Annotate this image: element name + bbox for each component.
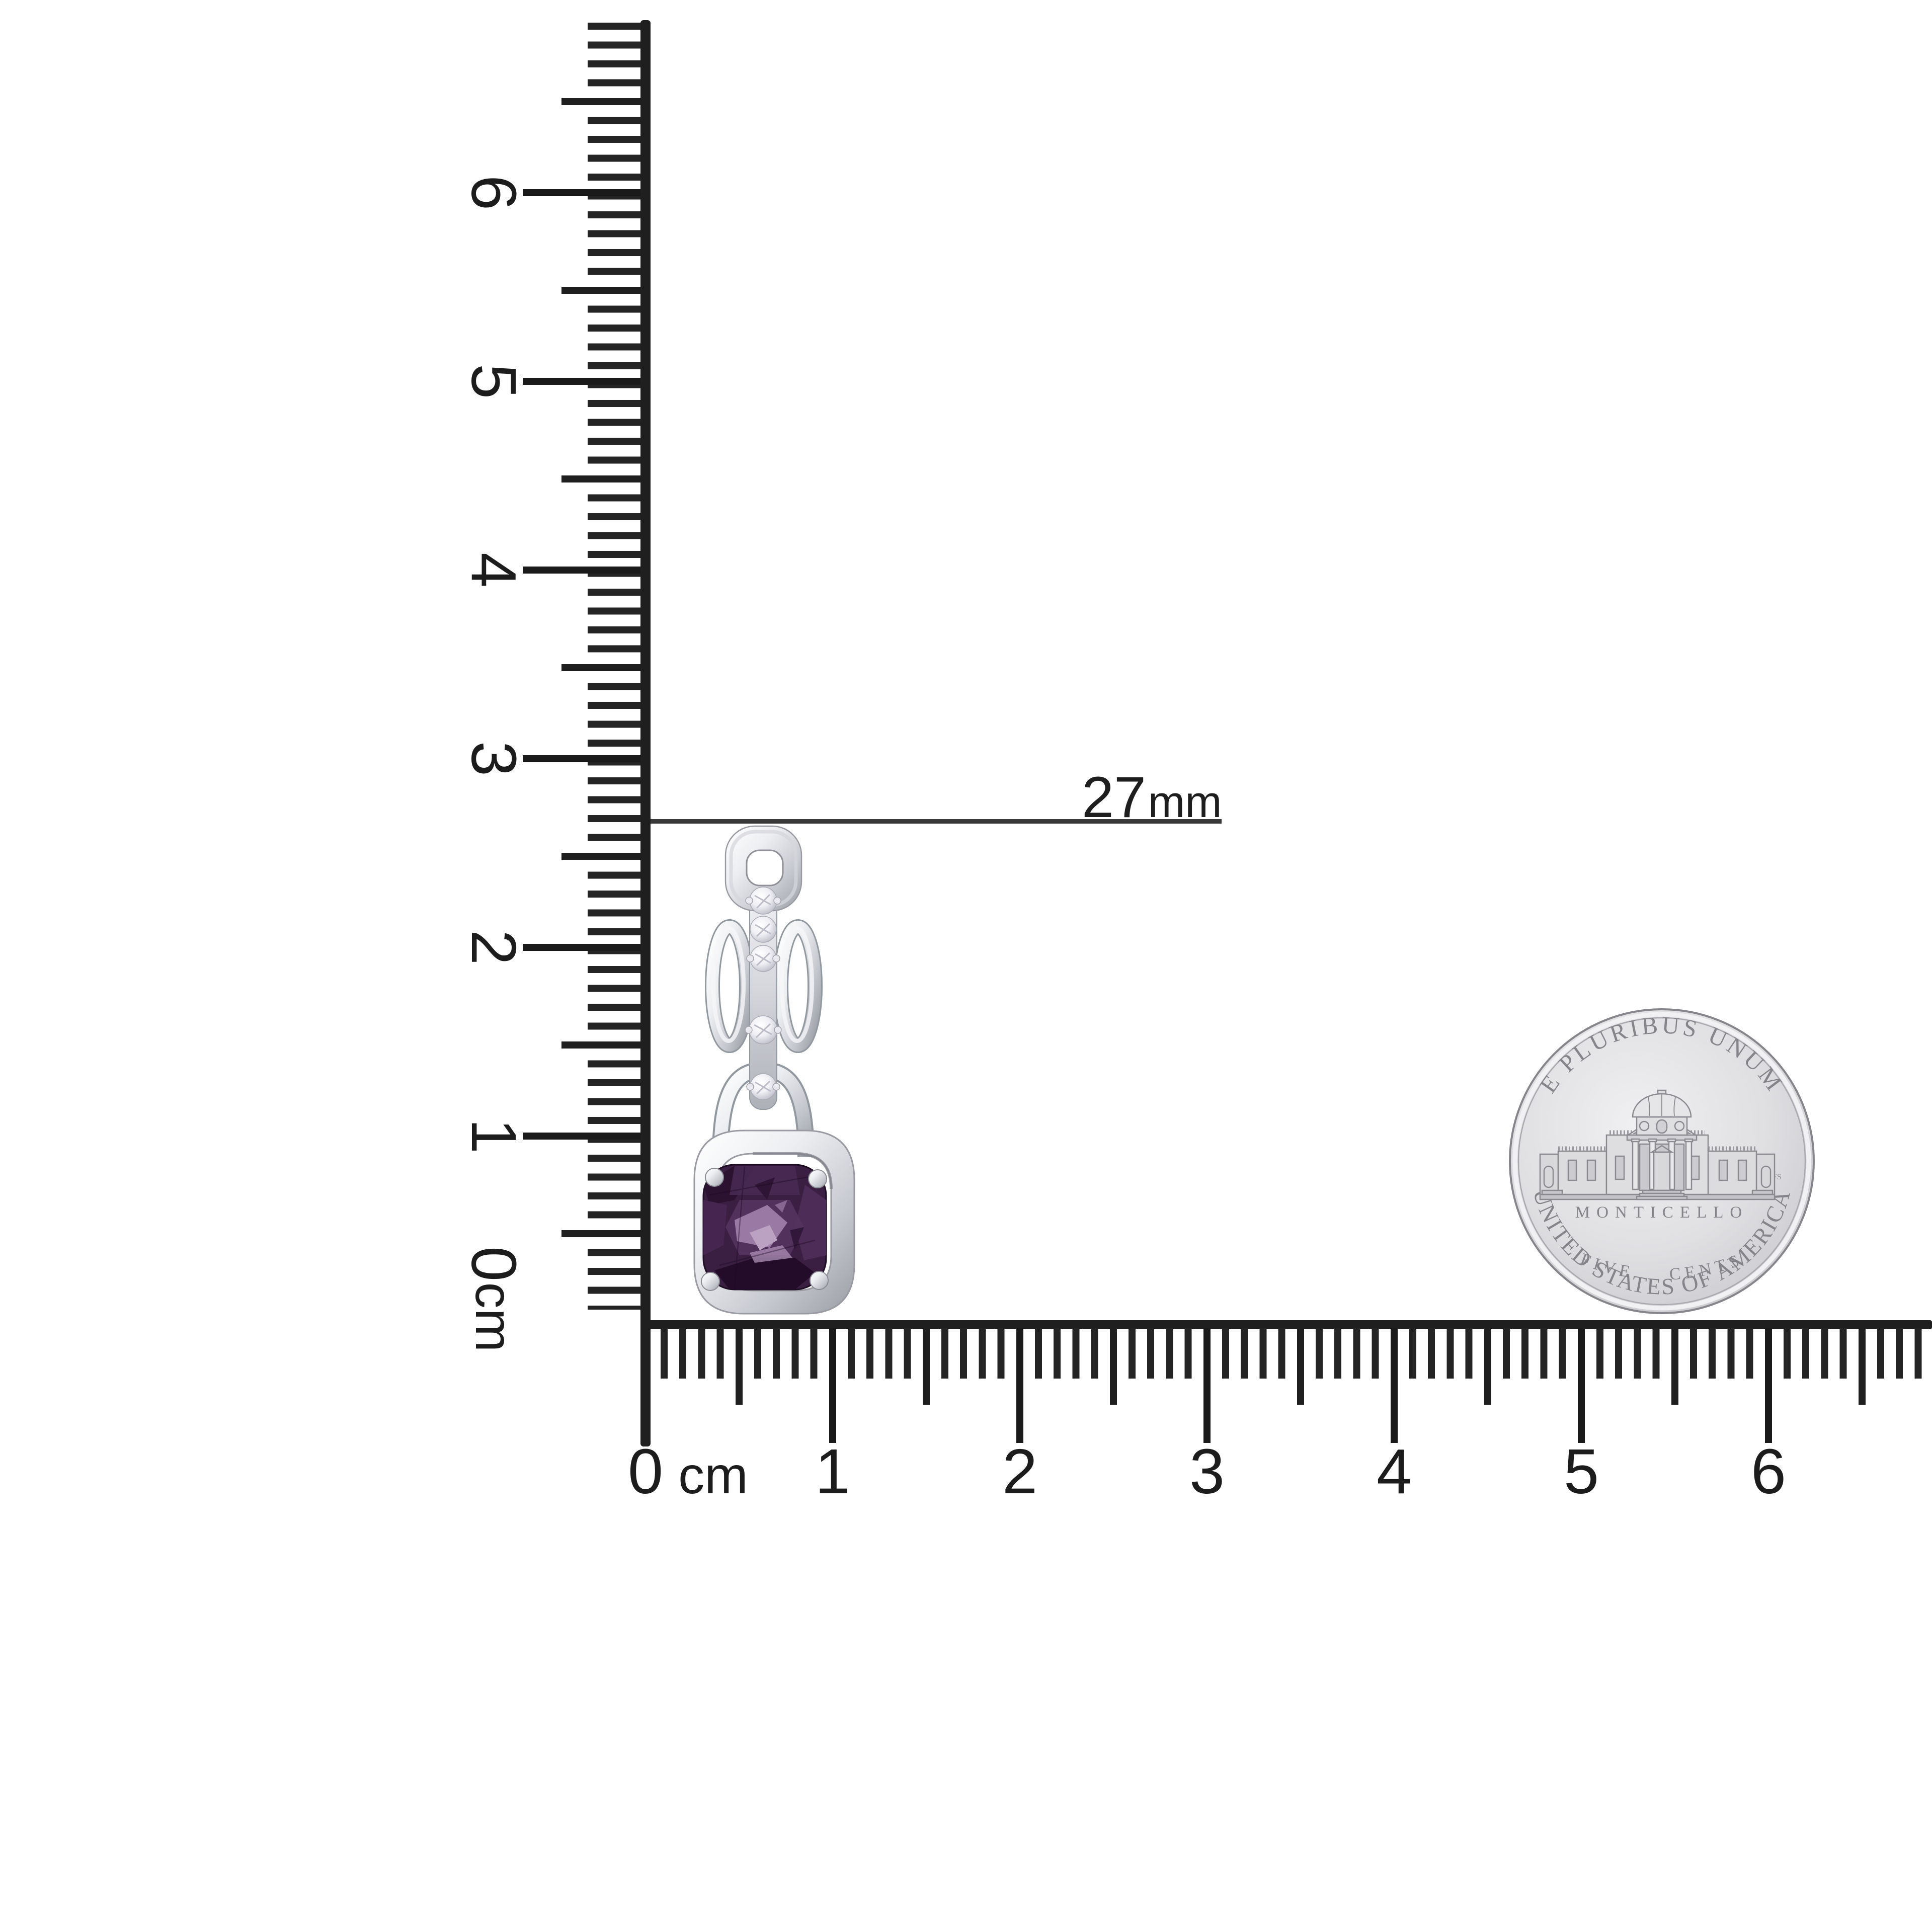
vertical-ruler-cm-ticks	[523, 189, 640, 1143]
vertical-ruler-label-6: 6	[458, 175, 529, 211]
chain-oval-links	[705, 919, 823, 1053]
diamond	[745, 887, 781, 915]
horizontal-ruler-label-1: 1	[815, 1436, 851, 1507]
diamond	[750, 916, 777, 943]
horizontal-ruler-cm-ticks	[829, 1328, 1776, 1443]
measurement-line	[651, 819, 1222, 824]
horizontal-ruler-label-0: 0	[628, 1436, 664, 1507]
vertical-ruler-label-4: 4	[458, 552, 529, 588]
vertical-ruler-line	[640, 20, 651, 1446]
horizontal-ruler-label-3: 3	[1189, 1436, 1225, 1507]
coin-rim	[1512, 1012, 1811, 1311]
coin-building-label: MONTICELLO	[1575, 1203, 1748, 1222]
amethyst-stone	[702, 1164, 827, 1291]
accent-diamonds	[745, 887, 782, 1100]
monticello-building	[1539, 1089, 1776, 1200]
measurement-value: 27	[1082, 765, 1146, 830]
vertical-ruler-unit-label: cm	[464, 1282, 523, 1352]
prong	[701, 1272, 720, 1291]
earring-illustration	[693, 825, 855, 1315]
horizontal-ruler-label-6: 6	[1750, 1436, 1787, 1507]
horizontal-ruler-unit-label: cm	[678, 1446, 748, 1505]
measurement-label: 27 mm	[1082, 769, 1222, 827]
prong	[810, 1271, 829, 1290]
prong	[808, 1169, 827, 1188]
vertical-ruler-label-3: 3	[458, 741, 529, 777]
diamond	[745, 1015, 782, 1044]
prong	[705, 1168, 724, 1187]
vertical-ruler-label-0: 0	[458, 1246, 529, 1282]
nickel-coin: E PLURIBUS UNUM UNITED STATES OF AMERICA…	[1509, 1008, 1815, 1314]
diamond	[746, 945, 780, 972]
prongs	[701, 1168, 829, 1291]
vertical-ruler-label-2: 2	[458, 929, 529, 965]
horizontal-ruler-line	[640, 1320, 1932, 1329]
horizontal-ruler-zero-group: 0 cm	[628, 1440, 748, 1503]
vertical-ruler-label-5: 5	[458, 363, 529, 399]
horizontal-ruler-label-5: 5	[1563, 1436, 1599, 1507]
measurement-unit: mm	[1148, 777, 1222, 827]
horizontal-ruler-label-4: 4	[1376, 1436, 1412, 1507]
vertical-ruler-label-1: 1	[458, 1118, 529, 1154]
diamond	[746, 1073, 780, 1100]
horizontal-ruler-label-2: 2	[1002, 1436, 1038, 1507]
